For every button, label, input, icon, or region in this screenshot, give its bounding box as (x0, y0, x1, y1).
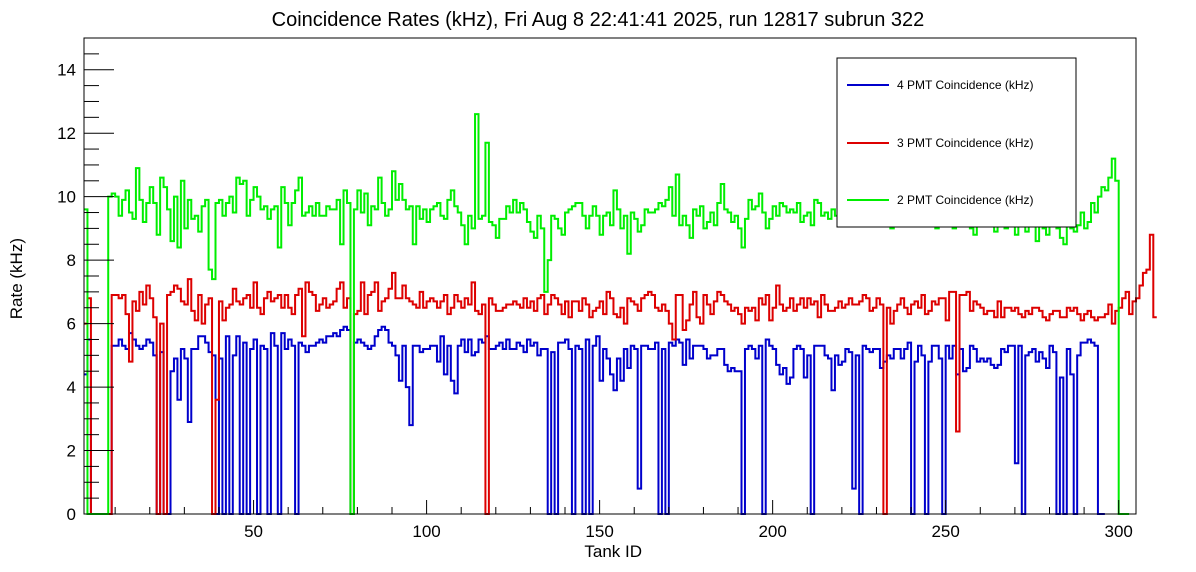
y-tick-label: 14 (57, 61, 76, 80)
x-axis-title: Tank ID (584, 542, 642, 561)
y-tick-label: 4 (67, 378, 76, 397)
x-tick-label: 200 (758, 522, 786, 541)
y-axis-title: Rate (kHz) (7, 238, 26, 319)
y-tick-label: 8 (67, 251, 76, 270)
y-tick-label: 10 (57, 188, 76, 207)
legend: 4 PMT Coincidence (kHz) 3 PMT Coincidence… (836, 57, 1077, 228)
legend-entry-label: 4 PMT Coincidence (kHz) (897, 78, 1034, 92)
y-tick-label: 6 (67, 315, 76, 334)
y-tick-label: 0 (67, 505, 76, 524)
chart-title: Coincidence Rates (kHz), Fri Aug 8 22:41… (272, 9, 925, 31)
x-tick-label: 300 (1105, 522, 1133, 541)
x-tick-label: 150 (585, 522, 613, 541)
y-tick-label: 12 (57, 124, 76, 143)
x-tick-label: 250 (931, 522, 959, 541)
series-layer (84, 113, 1157, 515)
legend-entry-label: 3 PMT Coincidence (kHz) (897, 136, 1034, 150)
series-line-2 (84, 233, 1157, 515)
x-tick-label: 50 (244, 522, 263, 541)
y-tick-label: 2 (67, 442, 76, 461)
series-line-3 (84, 113, 1130, 515)
axes-layer: 50 100 150 200 250 300 0 2 4 6 8 10 12 14 (57, 37, 1133, 541)
x-tick-label: 100 (412, 522, 440, 541)
legend-entry-label: 2 PMT Coincidence (kHz) (897, 193, 1034, 207)
series-line-1 (84, 325, 1105, 515)
